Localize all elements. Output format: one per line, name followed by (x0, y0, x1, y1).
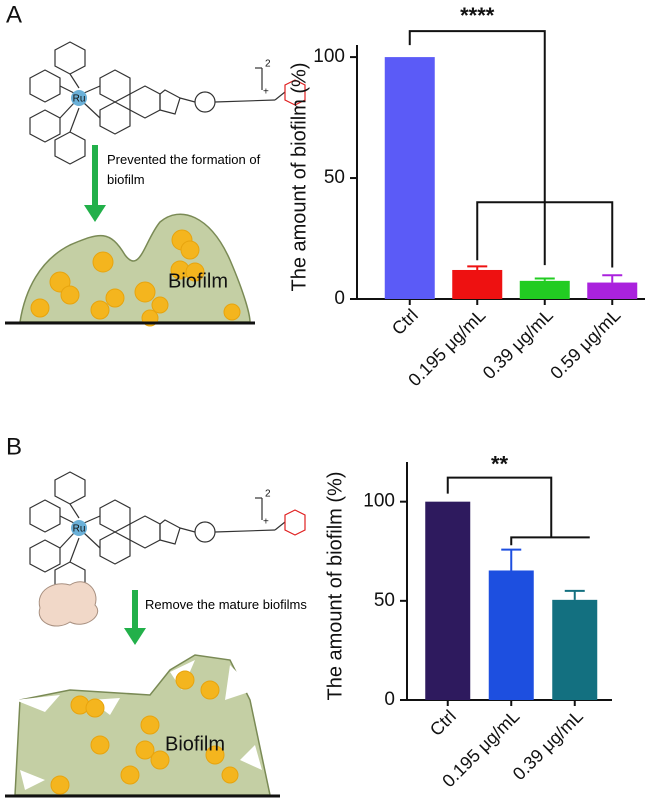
bar (587, 282, 638, 299)
molecule (29, 41, 306, 165)
significance-bracket (510, 536, 590, 546)
y-tick-label: 0 (334, 288, 345, 309)
biofilm-label: Biofilm (165, 733, 225, 755)
bar (425, 501, 471, 700)
bar (552, 599, 598, 700)
charge: 2 (265, 59, 271, 70)
metal-label: Ru (73, 94, 86, 105)
caption-box: Remove the mature biofilms (145, 597, 307, 612)
charge-sign: + (263, 517, 269, 528)
y-axis-label: The amount of biofilm (%) (324, 472, 346, 701)
bacteria (30, 229, 241, 327)
y-tick-label: 50 (324, 167, 345, 188)
biofilm (19, 213, 251, 323)
significance-bracket (408, 30, 546, 266)
bar (452, 269, 503, 299)
y-tick-label: 100 (313, 46, 345, 67)
metal-center (71, 520, 87, 536)
significance-label: **** (460, 3, 495, 28)
arrow-head (84, 205, 106, 222)
caption: Remove the mature biofilms (145, 597, 307, 612)
significance-label: ** (491, 451, 509, 476)
debris (38, 581, 98, 627)
error-bar (501, 548, 522, 571)
caption-box: Prevented the formation of biofilm (107, 152, 261, 187)
y-axis-label: The amount of biofilm (%) (288, 63, 310, 292)
x-tick-label: Ctrl (388, 305, 422, 339)
molecule (29, 471, 306, 595)
y-tick-label: 50 (374, 590, 395, 611)
arrow-head (124, 628, 146, 645)
caption: Prevented the formation of biofilm (107, 152, 261, 187)
panel-label: B (6, 433, 22, 460)
bar (488, 570, 534, 700)
metal-label: Ru (73, 524, 86, 535)
biofilm-label: Biofilm (168, 270, 228, 292)
y-tick-label: 100 (363, 491, 395, 512)
bar (519, 280, 570, 299)
metal-center (71, 90, 87, 106)
charge: 2 (265, 489, 271, 500)
error-bar (467, 265, 488, 270)
panel-label: A (6, 1, 22, 28)
error-bar (602, 274, 623, 283)
error-bar (564, 589, 585, 600)
significance-bracket (446, 476, 553, 538)
x-tick-label: 0.59 μg/mL (546, 305, 624, 383)
error-bar (534, 277, 555, 281)
x-tick-label: 0.39 μg/mL (479, 305, 557, 383)
x-tick-label: Ctrl (426, 706, 460, 740)
bar (384, 57, 435, 299)
bacteria (50, 670, 239, 795)
y-tick-label: 0 (384, 689, 395, 710)
charge-sign: + (263, 87, 269, 98)
significance-bracket (476, 201, 614, 268)
